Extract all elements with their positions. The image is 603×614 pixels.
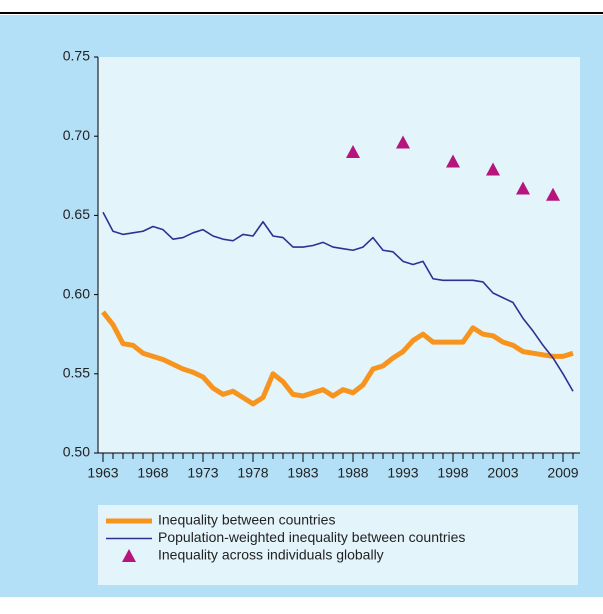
x-tick-label: 1998 — [437, 465, 468, 481]
legend-swatch — [122, 549, 136, 562]
triangle-marker — [486, 162, 500, 176]
triangle-marker — [446, 154, 460, 168]
y-tick-label: 0.55 — [63, 365, 90, 381]
series-line — [101, 310, 574, 407]
plot-area — [98, 57, 580, 453]
series-line — [102, 211, 574, 392]
x-tick-label: 2003 — [487, 465, 518, 481]
triangle-marker — [516, 181, 530, 195]
x-tick-label: 1978 — [237, 465, 268, 481]
y-tick-label: 0.70 — [63, 127, 90, 143]
y-tick-label: 0.75 — [63, 48, 90, 64]
legend — [98, 505, 578, 585]
triangle-marker — [346, 145, 360, 159]
legend-label: Inequality across individuals globally — [158, 547, 384, 563]
legend-label: Inequality between countries — [158, 512, 335, 528]
x-tick-label: 2009 — [547, 465, 578, 481]
triangle-marker — [396, 135, 410, 149]
x-tick-label: 1988 — [337, 465, 368, 481]
y-tick-label: 0.65 — [63, 206, 90, 222]
x-tick-label: 1993 — [387, 465, 418, 481]
x-tick-label: 1983 — [287, 465, 318, 481]
y-tick-label: 0.50 — [63, 444, 90, 460]
x-tick-label: 1973 — [187, 465, 218, 481]
x-tick-label: 1963 — [87, 465, 118, 481]
triangle-marker — [546, 187, 560, 201]
y-tick-label: 0.60 — [63, 285, 90, 301]
x-tick-label: 1968 — [137, 465, 168, 481]
legend-label: Population-weighted inequality between c… — [158, 529, 465, 545]
